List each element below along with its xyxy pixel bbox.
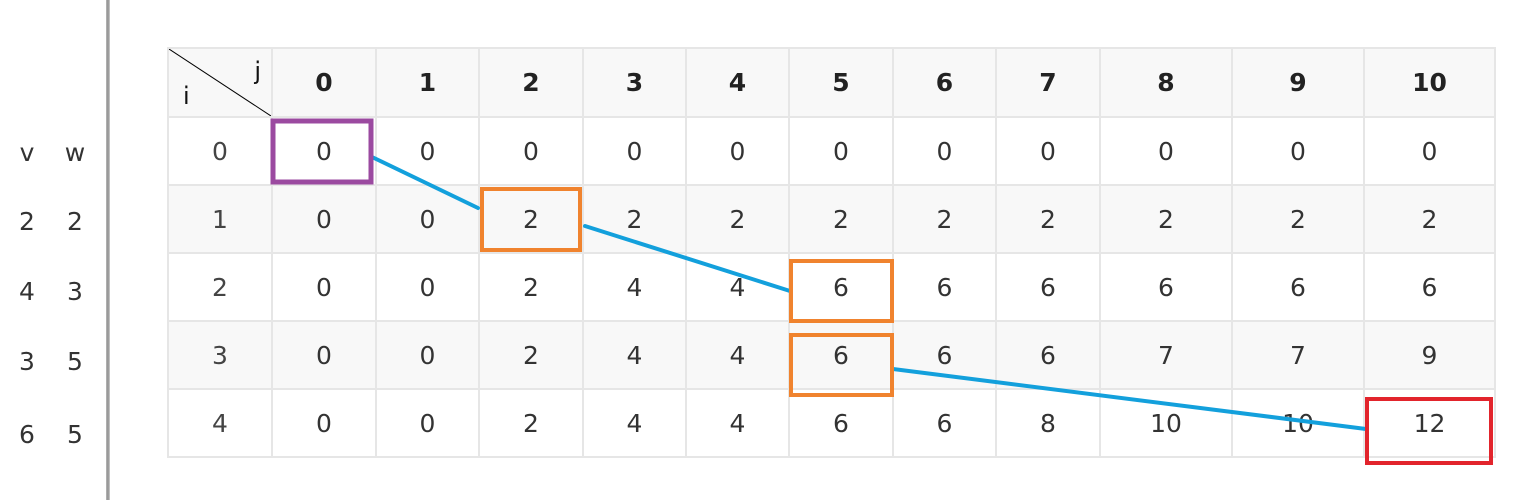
table-cell: 6 — [892, 252, 997, 322]
table-cell: 4 — [582, 388, 687, 458]
table-cell: 6 — [995, 252, 1101, 322]
table-row: 2 0 0 2 4 4 6 6 6 6 6 6 — [167, 252, 1496, 322]
col-header: 9 — [1231, 47, 1365, 118]
table-cell: 0 — [375, 388, 480, 458]
table-cell: 2 — [685, 184, 790, 254]
table-cell: 0 — [1099, 116, 1233, 186]
table-cell: 2 — [582, 184, 687, 254]
table-cell: 4 — [582, 320, 687, 390]
item-4-weight: 5 — [67, 420, 83, 449]
table-cell: 0 — [1363, 116, 1496, 186]
table-cell: 7 — [1231, 320, 1365, 390]
row-index: 4 — [167, 388, 273, 458]
table-cell: 2 — [478, 388, 584, 458]
table-cell: 0 — [375, 252, 480, 322]
col-header: 1 — [375, 47, 480, 118]
table-cell: 10 — [1099, 388, 1233, 458]
col-header: 0 — [271, 47, 377, 118]
dp-table: j i 0 1 2 3 4 5 6 7 8 9 10 0 0 0 0 — [167, 47, 1496, 458]
table-cell: 6 — [1231, 252, 1365, 322]
table-cell: 0 — [995, 116, 1101, 186]
col-header: 10 — [1363, 47, 1496, 118]
table-cell: 0 — [788, 116, 894, 186]
table-cell: 0 — [1231, 116, 1365, 186]
table-cell: 2 — [995, 184, 1101, 254]
item-1-weight: 2 — [67, 207, 83, 236]
table-cell: 6 — [788, 320, 894, 390]
table-row: 0 0 0 0 0 0 0 0 0 0 0 0 — [167, 116, 1496, 186]
table-cell: 0 — [685, 116, 790, 186]
table-cell: 7 — [1099, 320, 1233, 390]
item-3-weight: 5 — [67, 347, 83, 376]
table-cell: 4 — [685, 388, 790, 458]
table-row: 3 0 0 2 4 4 6 6 6 7 7 9 — [167, 320, 1496, 390]
corner-cell: j i — [167, 47, 273, 118]
table-cell: 0 — [271, 252, 377, 322]
item-2-value: 4 — [19, 277, 35, 306]
table-cell: 2 — [478, 252, 584, 322]
row-index: 3 — [167, 320, 273, 390]
table-cell: 0 — [375, 320, 480, 390]
table-cell: 0 — [582, 116, 687, 186]
table-cell: 4 — [685, 252, 790, 322]
table-cell: 0 — [375, 116, 480, 186]
table-row: 4 0 0 2 4 4 6 6 8 10 10 12 — [167, 388, 1496, 458]
item-3-value: 3 — [19, 347, 35, 376]
table-cell: 0 — [375, 184, 480, 254]
col-header: 7 — [995, 47, 1101, 118]
col-header: 5 — [788, 47, 894, 118]
table-cell: 12 — [1363, 388, 1496, 458]
table-cell: 0 — [478, 116, 584, 186]
table-cell: 9 — [1363, 320, 1496, 390]
table-cell: 6 — [1363, 252, 1496, 322]
item-1-value: 2 — [19, 207, 35, 236]
table-cell: 2 — [1363, 184, 1496, 254]
table-cell: 2 — [1099, 184, 1233, 254]
table-cell: 2 — [478, 184, 584, 254]
col-header: 4 — [685, 47, 790, 118]
item-2-weight: 3 — [67, 277, 83, 306]
table-cell: 6 — [788, 388, 894, 458]
col-header: 8 — [1099, 47, 1233, 118]
row-index: 0 — [167, 116, 273, 186]
col-header: 6 — [892, 47, 997, 118]
table-cell: 6 — [892, 320, 997, 390]
col-header: 3 — [582, 47, 687, 118]
table-cell: 2 — [788, 184, 894, 254]
col-header: 2 — [478, 47, 584, 118]
table-cell: 4 — [685, 320, 790, 390]
row-index: 2 — [167, 252, 273, 322]
table-cell: 6 — [892, 388, 997, 458]
table-cell: 6 — [995, 320, 1101, 390]
w-header: w — [64, 138, 86, 167]
item-weights-values: v w 2 2 4 3 3 5 6 5 — [0, 0, 104, 500]
table-row: 1 0 0 2 2 2 2 2 2 2 2 2 — [167, 184, 1496, 254]
table-cell: 6 — [1099, 252, 1233, 322]
table-cell: 0 — [271, 116, 377, 186]
corner-row-label: i — [183, 82, 190, 110]
sidebar-divider[interactable] — [106, 0, 110, 500]
row-index: 1 — [167, 184, 273, 254]
corner-col-label: j — [254, 57, 261, 85]
table-cell: 2 — [478, 320, 584, 390]
table-cell: 0 — [271, 184, 377, 254]
table-cell: 0 — [271, 388, 377, 458]
table-cell: 0 — [892, 116, 997, 186]
table-cell: 0 — [271, 320, 377, 390]
table-cell: 10 — [1231, 388, 1365, 458]
table-cell: 6 — [788, 252, 894, 322]
corner-diagonal-line — [169, 49, 271, 116]
table-cell: 2 — [1231, 184, 1365, 254]
table-cell: 2 — [892, 184, 997, 254]
item-4-value: 6 — [19, 420, 35, 449]
table-cell: 8 — [995, 388, 1101, 458]
table-cell: 4 — [582, 252, 687, 322]
header-row: j i 0 1 2 3 4 5 6 7 8 9 10 — [167, 47, 1496, 118]
v-header: v — [19, 138, 35, 167]
